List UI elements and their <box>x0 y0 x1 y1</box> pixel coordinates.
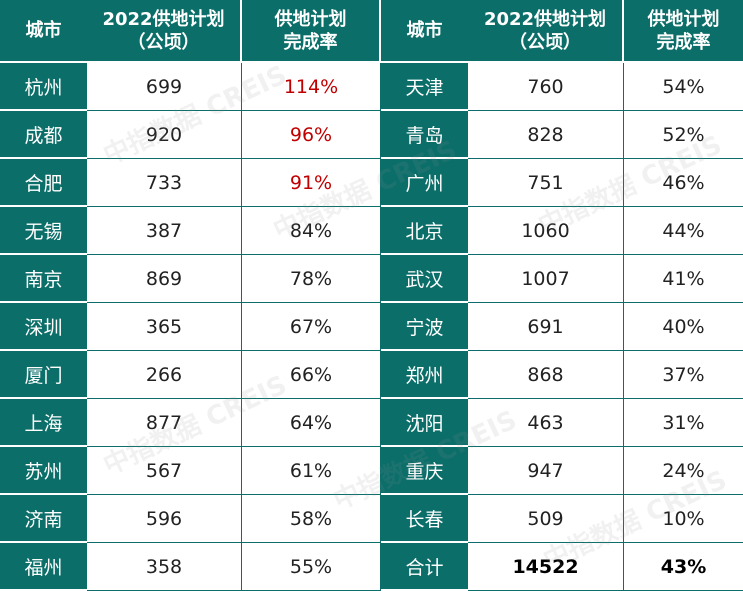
plan-cell: 828 <box>468 111 624 159</box>
city-cell: 重庆 <box>381 447 468 495</box>
header-rate-line: 完成率 <box>656 31 711 53</box>
header-plan-left: 2022供地计划 （公顷） <box>87 0 242 63</box>
plan-cell: 266 <box>87 351 242 399</box>
rate-cell: 10% <box>624 495 743 543</box>
header-plan-line: （公顷） <box>127 31 200 53</box>
city-cell: 济南 <box>0 495 87 543</box>
city-cell: 无锡 <box>0 207 87 255</box>
header-city-line: 城市 <box>406 20 443 41</box>
rate-cell: 24% <box>624 447 743 495</box>
header-rate-line: 供地计划 <box>647 8 720 30</box>
city-cell: 长春 <box>381 495 468 543</box>
header-rate-right: 供地计划 完成率 <box>624 0 743 63</box>
plan-cell: 387 <box>87 207 242 255</box>
rate-cell: 78% <box>242 255 381 303</box>
plan-cell: 868 <box>468 351 624 399</box>
rate-cell: 64% <box>242 399 381 447</box>
rate-cell: 52% <box>624 111 743 159</box>
city-cell: 杭州 <box>0 63 87 111</box>
header-plan-line: 2022供地计划 <box>483 8 607 30</box>
city-cell: 合计 <box>381 543 468 591</box>
city-cell: 北京 <box>381 207 468 255</box>
rate-cell: 55% <box>242 543 381 591</box>
rate-cell: 31% <box>624 399 743 447</box>
city-cell: 天津 <box>381 63 468 111</box>
header-plan-line: （公顷） <box>509 31 581 53</box>
plan-cell: 699 <box>87 63 242 111</box>
city-cell: 厦门 <box>0 351 87 399</box>
plan-cell: 463 <box>468 399 624 447</box>
rate-cell: 58% <box>242 495 381 543</box>
rate-cell: 61% <box>242 447 381 495</box>
plan-cell: 509 <box>468 495 624 543</box>
plan-cell: 1060 <box>468 207 624 255</box>
city-cell: 福州 <box>0 543 87 591</box>
rate-cell: 66% <box>242 351 381 399</box>
header-plan-right: 2022供地计划 （公顷） <box>468 0 624 63</box>
rate-cell: 44% <box>624 207 743 255</box>
plan-cell: 877 <box>87 399 242 447</box>
rate-cell: 84% <box>242 207 381 255</box>
city-cell: 南京 <box>0 255 87 303</box>
rate-cell: 37% <box>624 351 743 399</box>
plan-cell: 596 <box>87 495 242 543</box>
rate-cell: 67% <box>242 303 381 351</box>
plan-cell: 14522 <box>468 543 624 591</box>
header-plan-line: 2022供地计划 <box>102 8 225 30</box>
rate-cell: 96% <box>242 111 381 159</box>
rate-cell: 43% <box>624 543 743 591</box>
rate-cell: 54% <box>624 63 743 111</box>
plan-cell: 920 <box>87 111 242 159</box>
header-city-line: 城市 <box>25 20 62 41</box>
rate-cell: 40% <box>624 303 743 351</box>
city-cell: 苏州 <box>0 447 87 495</box>
header-rate-line: 完成率 <box>283 31 338 53</box>
plan-cell: 365 <box>87 303 242 351</box>
rate-cell: 114% <box>242 63 381 111</box>
city-cell: 合肥 <box>0 159 87 207</box>
header-rate-line: 供地计划 <box>274 8 347 30</box>
plan-cell: 751 <box>468 159 624 207</box>
rate-cell: 91% <box>242 159 381 207</box>
city-cell: 宁波 <box>381 303 468 351</box>
city-cell: 武汉 <box>381 255 468 303</box>
rate-cell: 41% <box>624 255 743 303</box>
city-cell: 广州 <box>381 159 468 207</box>
rate-cell: 46% <box>624 159 743 207</box>
plan-cell: 733 <box>87 159 242 207</box>
header-city-left: 城市 <box>0 0 87 63</box>
city-cell: 青岛 <box>381 111 468 159</box>
plan-cell: 567 <box>87 447 242 495</box>
header-rate-left: 供地计划 完成率 <box>242 0 381 63</box>
plan-cell: 1007 <box>468 255 624 303</box>
city-cell: 沈阳 <box>381 399 468 447</box>
city-cell: 成都 <box>0 111 87 159</box>
header-city-right: 城市 <box>381 0 468 63</box>
plan-cell: 691 <box>468 303 624 351</box>
plan-cell: 947 <box>468 447 624 495</box>
city-cell: 深圳 <box>0 303 87 351</box>
city-cell: 上海 <box>0 399 87 447</box>
plan-cell: 760 <box>468 63 624 111</box>
city-cell: 郑州 <box>381 351 468 399</box>
plan-cell: 869 <box>87 255 242 303</box>
plan-cell: 358 <box>87 543 242 591</box>
